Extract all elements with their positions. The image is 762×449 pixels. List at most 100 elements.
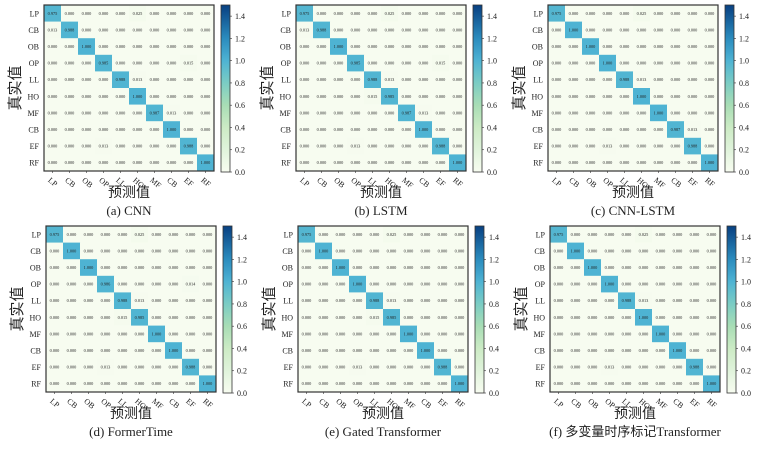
- heatmap-cell: [80, 259, 98, 277]
- heatmap-cell: [199, 242, 217, 260]
- heatmap-cell: [114, 259, 132, 277]
- heatmap-cell: [97, 292, 115, 310]
- cell-value-label: 0.000: [50, 315, 60, 320]
- heatmap-cell: [584, 375, 602, 393]
- cell-value-label: 0.000: [300, 144, 310, 149]
- heatmap-cell: [182, 358, 200, 376]
- cell-value-label: 0.025: [135, 232, 145, 237]
- heatmap-cell: [599, 54, 617, 72]
- cell-value-label: 0.000: [554, 282, 564, 287]
- heatmap-cell: [652, 325, 670, 343]
- y-tick-label: CB: [534, 347, 545, 356]
- cell-value-label: 1.000: [82, 44, 92, 49]
- heatmap-cell: [567, 275, 585, 293]
- heatmap-cell: [347, 104, 365, 122]
- heatmap-cell: [616, 38, 634, 56]
- colorbar-tick-label: 0.8: [237, 300, 247, 309]
- y-tick-label: MF: [29, 330, 41, 339]
- cell-value-label: 0.000: [152, 282, 162, 287]
- cell-value-label: 0.000: [184, 77, 194, 82]
- heatmap-cell: [449, 137, 467, 155]
- cell-value-label: 0.000: [334, 61, 344, 66]
- cell-value-label: 0.000: [705, 144, 715, 149]
- cell-value-label: 0.000: [404, 365, 414, 370]
- cell-value-label: 0.000: [65, 160, 75, 165]
- y-tick-label: LL: [533, 76, 543, 85]
- cell-value-label: 0.000: [133, 144, 143, 149]
- x-tick-label: EF: [434, 176, 447, 189]
- cell-value-label: 0.000: [402, 77, 412, 82]
- heatmap-cell: [582, 38, 600, 56]
- cell-value-label: 0.000: [101, 248, 111, 253]
- matrix-frame: [45, 225, 217, 393]
- cell-value-label: 0.000: [351, 94, 361, 99]
- x-tick-label: OB: [82, 397, 96, 411]
- heatmap-cell: [703, 259, 721, 277]
- cell-value-label: 0.000: [455, 298, 465, 303]
- heatmap-cell: [652, 275, 670, 293]
- heatmap-cell: [684, 38, 702, 56]
- cell-value-label: 0.000: [656, 298, 666, 303]
- heatmap-cell: [366, 342, 384, 360]
- cell-value-label: 0.000: [152, 265, 162, 270]
- heatmap-cell: [451, 242, 469, 260]
- cell-value-label: 0.000: [455, 331, 465, 336]
- heatmap-cell: [652, 375, 670, 393]
- cell-value-label: 0.000: [707, 282, 717, 287]
- cell-value-label: 0.000: [620, 27, 630, 32]
- heatmap-cell: [80, 275, 98, 293]
- heatmap-cell: [347, 54, 365, 72]
- heatmap-cell: [635, 342, 653, 360]
- cell-value-label: 0.000: [84, 282, 94, 287]
- cell-value-label: 0.000: [169, 365, 179, 370]
- cell-value-label: 0.000: [370, 265, 380, 270]
- cell-value-label: 0.000: [639, 248, 649, 253]
- heatmap-cell: [686, 309, 704, 326]
- cell-value-label: 0.000: [116, 44, 126, 49]
- heatmap-cell: [415, 154, 433, 172]
- x-tick-label: CB: [167, 397, 181, 411]
- heatmap-cell: [78, 54, 96, 72]
- heatmap-cell: [686, 259, 704, 277]
- cell-value-label: 0.000: [99, 110, 109, 115]
- cell-value-label: 0.000: [402, 160, 412, 165]
- heatmap-cell: [63, 292, 81, 310]
- heatmap-cell: [146, 21, 164, 39]
- heatmap-cell: [417, 375, 435, 393]
- heatmap-cell: [669, 325, 687, 343]
- cell-value-label: 0.000: [203, 248, 213, 253]
- cell-value-label: 0.000: [67, 348, 77, 353]
- heatmap-cell: [131, 259, 149, 277]
- heatmap-cell: [398, 5, 416, 22]
- cell-value-label: 0.000: [67, 282, 77, 287]
- heatmap-cell: [635, 325, 653, 343]
- cell-value-label: 0.000: [169, 248, 179, 253]
- heatmap-cell: [567, 226, 585, 243]
- heatmap-cell: [449, 71, 467, 89]
- cell-value-label: 0.000: [671, 144, 681, 149]
- cell-value-label: 0.013: [385, 77, 395, 82]
- heatmap-cell: [347, 137, 365, 155]
- heatmap-svg: 0.975 0.000 0.000 0.000 0.000 0.025 0.000 0.000…: [258, 4, 497, 218]
- cell-value-label: 1.000: [84, 265, 94, 270]
- heatmap-cell: [667, 154, 685, 172]
- colorbar-tick-label: 1.2: [489, 255, 499, 264]
- heatmap-cell: [61, 154, 79, 172]
- cell-value-label: 0.000: [688, 44, 698, 49]
- y-tick-label: OP: [31, 280, 42, 289]
- cell-value-label: 0.000: [169, 282, 179, 287]
- cell-value-label: 0.000: [84, 331, 94, 336]
- heatmap-cell: [565, 104, 583, 122]
- cell-value-label: 0.000: [370, 232, 380, 237]
- heatmap-cell: [434, 342, 452, 360]
- heatmap-cell: [548, 71, 566, 89]
- heatmap-cell: [97, 342, 115, 360]
- cell-value-label: 0.000: [334, 127, 344, 132]
- heatmap-cell: [313, 5, 331, 22]
- x-tick-label: LP: [298, 176, 311, 189]
- heatmap-cell: [197, 104, 215, 122]
- heatmap-cell: [61, 5, 79, 22]
- heatmap-cell: [599, 71, 617, 89]
- heatmap-cell: [112, 121, 130, 139]
- heatmap-cell: [61, 137, 79, 155]
